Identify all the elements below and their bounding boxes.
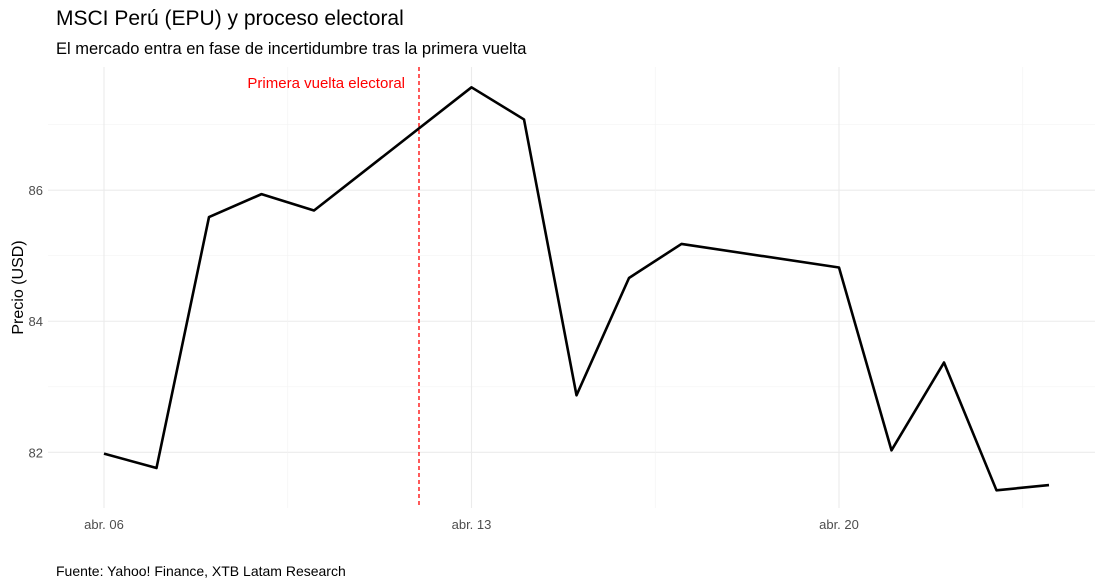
event-annotation: Primera vuelta electoral xyxy=(247,75,405,92)
chart-caption: Fuente: Yahoo! Finance, XTB Latam Resear… xyxy=(56,563,346,579)
y-axis-label: Precio (USD) xyxy=(10,240,27,334)
x-tick-label: abr. 13 xyxy=(452,517,492,532)
price-line xyxy=(103,86,1050,492)
y-tick-label: 82 xyxy=(29,445,43,460)
chart-subtitle: El mercado entra en fase de incertidumbr… xyxy=(56,40,527,58)
x-tick-label: abr. 20 xyxy=(819,517,859,532)
y-tick-label: 84 xyxy=(29,314,43,329)
y-tick-label: 86 xyxy=(29,183,43,198)
chart-title: MSCI Perú (EPU) y proceso electoral xyxy=(56,7,404,30)
x-tick-label: abr. 06 xyxy=(84,517,124,532)
